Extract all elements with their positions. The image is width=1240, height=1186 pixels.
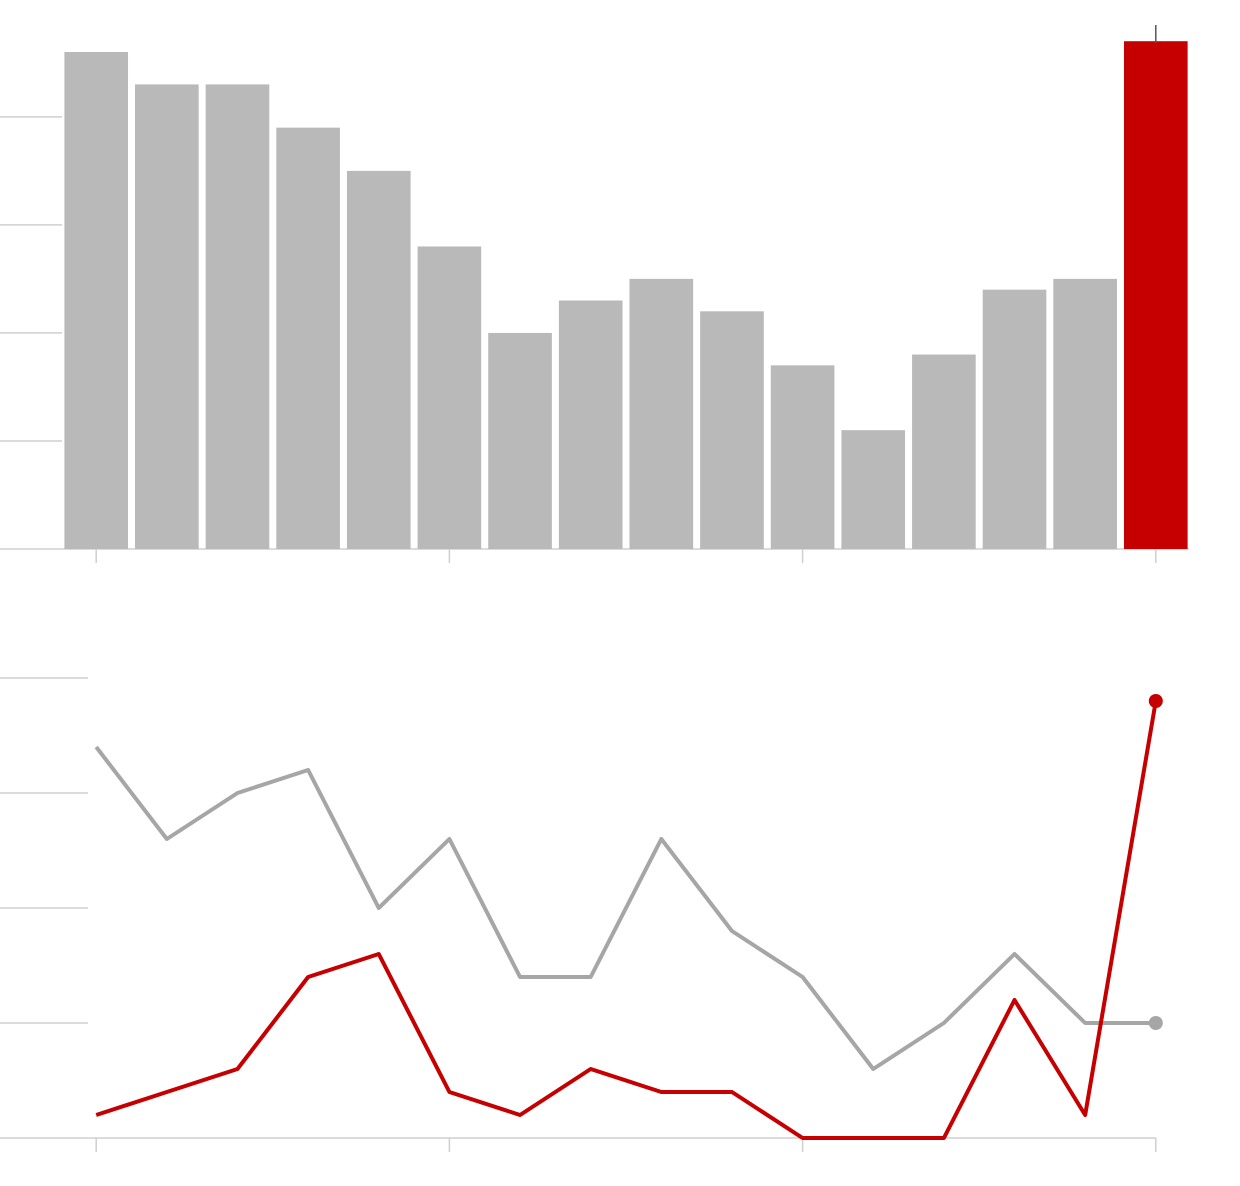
bar: [276, 127, 340, 550]
bar: [64, 52, 129, 549]
line: [95, 700, 1158, 1140]
bar: [135, 84, 199, 550]
bar: [205, 84, 270, 550]
end-dot: [1148, 1016, 1163, 1030]
bar: [982, 289, 1047, 549]
bar: [841, 430, 906, 549]
bar: [558, 300, 623, 549]
bar: [1053, 278, 1117, 549]
bar: [629, 278, 694, 549]
line: [94, 745, 1156, 1071]
bar: [700, 311, 764, 549]
bar: [770, 365, 835, 549]
bar: [417, 246, 482, 549]
bar: [488, 332, 552, 549]
end-dot: [1148, 694, 1163, 708]
bar: [346, 170, 411, 550]
bar: [1123, 41, 1188, 550]
bar: [912, 354, 976, 549]
